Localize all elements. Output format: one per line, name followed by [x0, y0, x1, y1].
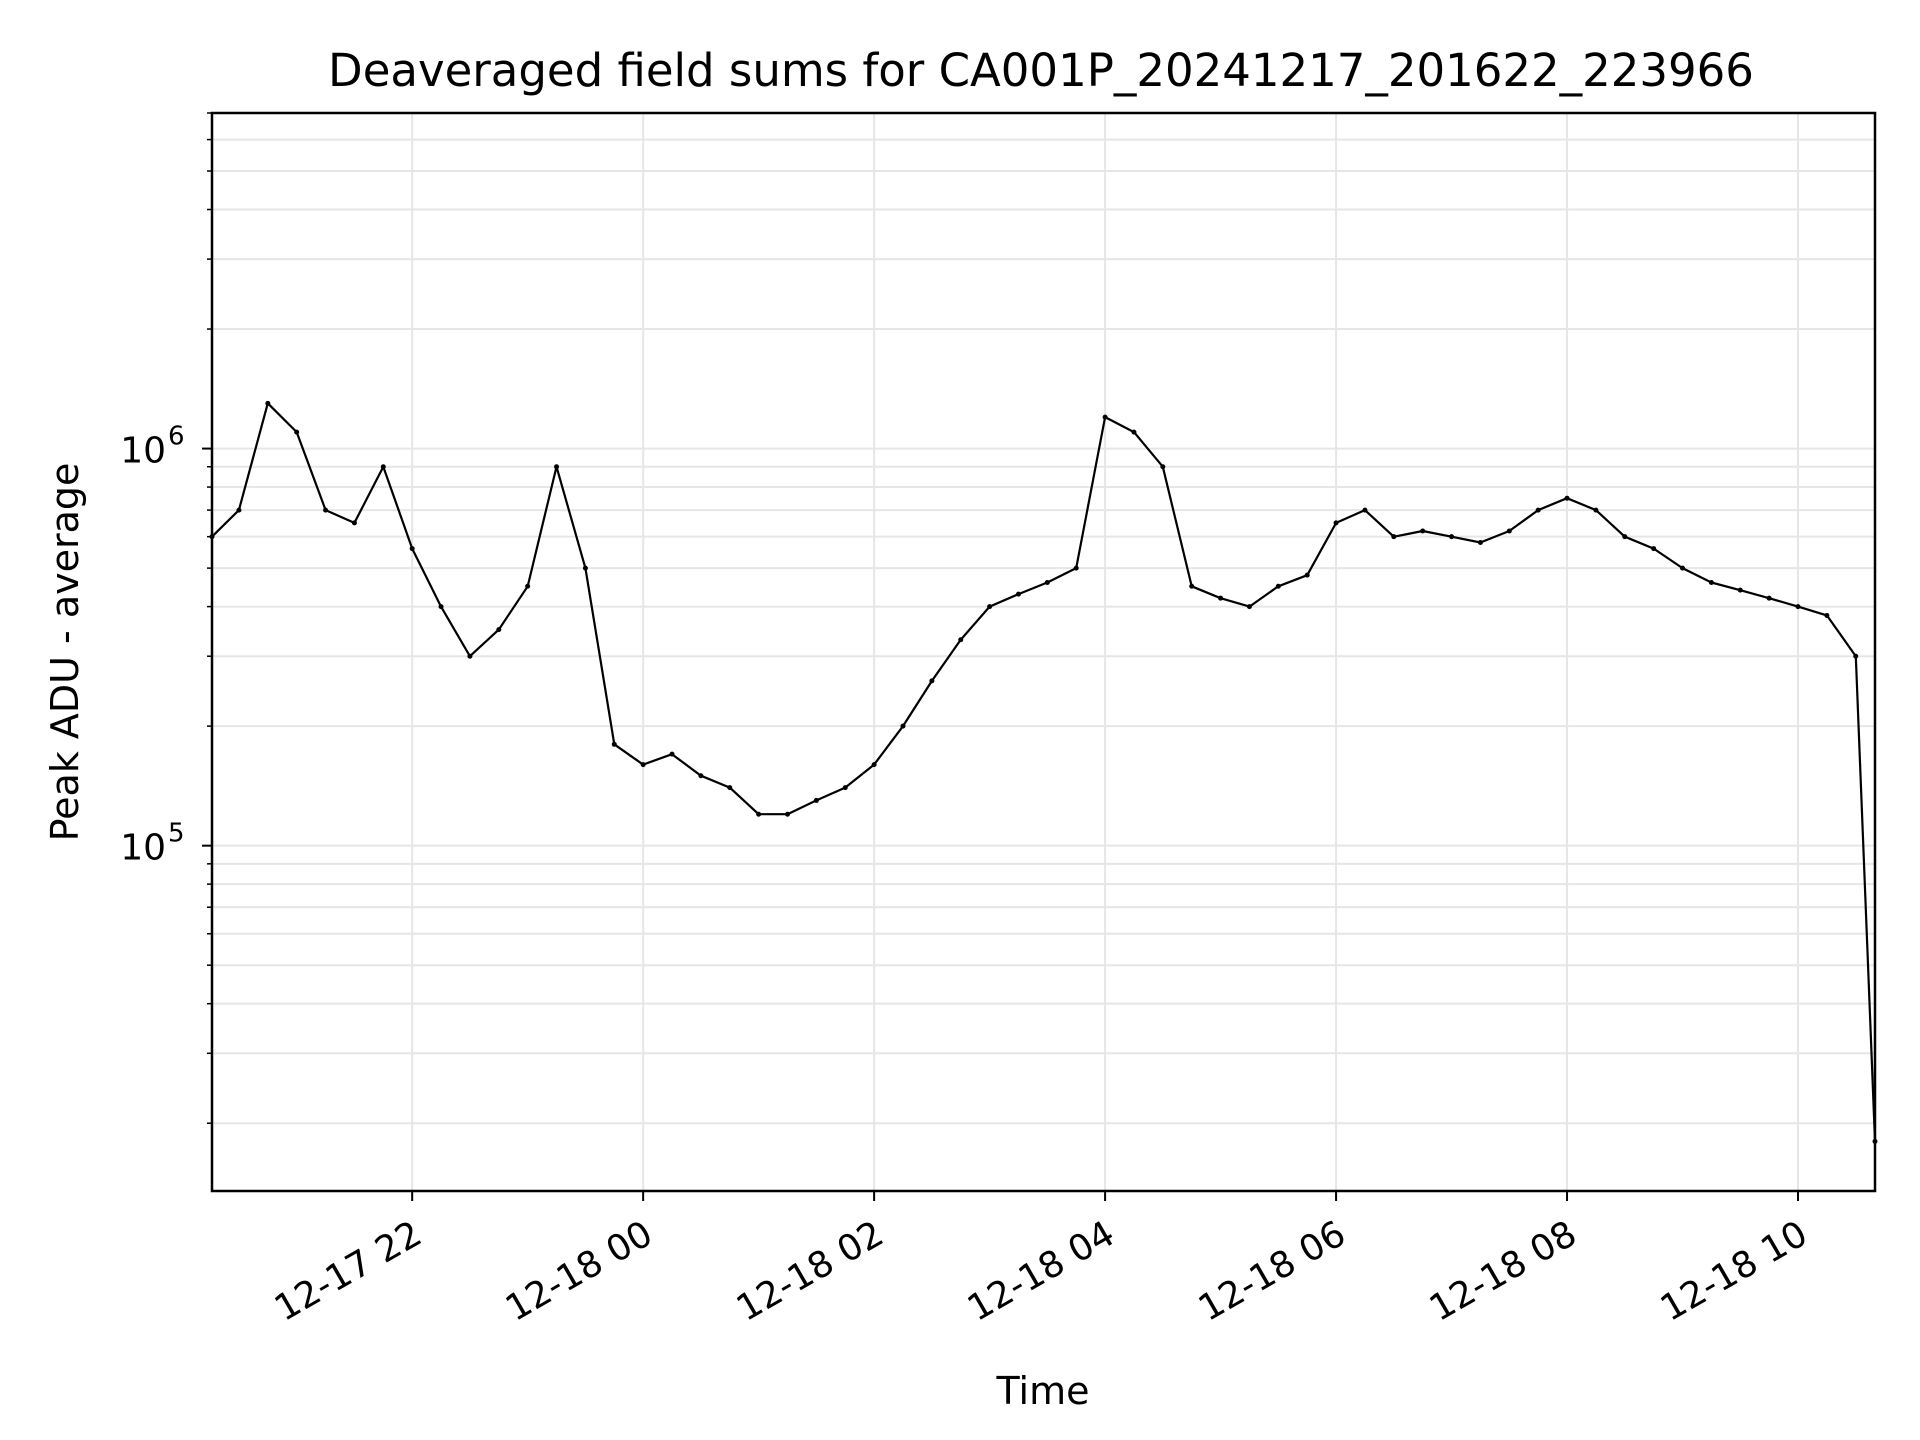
data-point: [1449, 534, 1455, 540]
x-tick-label: 12-18 02: [730, 1213, 891, 1329]
data-point: [323, 507, 329, 513]
data-point: [1506, 528, 1512, 534]
data-point: [1795, 604, 1801, 610]
data-point: [380, 464, 386, 470]
grid: [212, 112, 1875, 1191]
x-tick-label: 12-18 06: [1192, 1213, 1353, 1329]
data-point: [611, 741, 617, 747]
series-line: [211, 402, 1877, 1142]
data-point: [1593, 507, 1599, 513]
data-point: [756, 811, 762, 817]
data-point: [236, 507, 242, 513]
data-point: [785, 811, 791, 817]
data-point: [1131, 429, 1137, 435]
data-point: [842, 785, 848, 791]
data-point: [1304, 572, 1310, 578]
data-point: [1708, 579, 1714, 585]
data-point: [1275, 583, 1281, 589]
data-point: [1333, 520, 1339, 526]
data-point: [900, 723, 906, 729]
y-tick-exponent: 5: [168, 819, 185, 849]
x-tick-label: 12-18 04: [961, 1213, 1122, 1329]
data-point: [409, 546, 415, 552]
data-point: [1564, 495, 1570, 501]
data-point: [1362, 507, 1368, 513]
data-point: [929, 678, 935, 684]
data-point: [1391, 534, 1397, 540]
data-point: [496, 627, 502, 633]
data-point: [669, 751, 675, 757]
data-point: [1246, 604, 1252, 610]
x-tick-label: 12-18 08: [1423, 1213, 1584, 1329]
data-point: [525, 583, 531, 589]
data-point: [1218, 595, 1224, 601]
data-point: [1737, 587, 1743, 593]
data-point: [1766, 595, 1772, 601]
y-tick-label: 10: [120, 828, 166, 869]
x-tick-label: 12-17 22: [268, 1213, 429, 1329]
y-tick-label: 10: [120, 431, 166, 472]
data-point: [294, 429, 300, 435]
data-point: [438, 604, 444, 610]
data-point: [727, 785, 733, 791]
y-tick-exponent: 6: [168, 422, 185, 452]
data-point: [582, 565, 588, 571]
data-point: [265, 400, 271, 406]
data-point: [1044, 579, 1050, 585]
chart-title: Deaveraged field sums for CA001P_2024121…: [328, 44, 1754, 97]
data-point: [467, 653, 473, 659]
data-point: [1420, 528, 1426, 534]
plot-frame: [210, 111, 1877, 1193]
data-point: [1651, 546, 1657, 552]
data-point: [987, 604, 993, 610]
x-axis-label: Time: [996, 1369, 1090, 1413]
data-point: [1073, 565, 1079, 571]
axis-ticks: 10 510 612-17 22 12-18 00 12-18 02 12-18 04 12…: [120, 112, 1815, 1330]
data-point: [1622, 534, 1628, 540]
data-point: [958, 637, 964, 643]
data-point: [1853, 653, 1859, 659]
data-point: [554, 464, 560, 470]
data-point: [1015, 591, 1021, 597]
data-point: [1189, 583, 1195, 589]
data-point: [813, 797, 819, 803]
x-tick-label: 12-18 10: [1654, 1213, 1815, 1329]
y-axis-label: Peak ADU - average: [43, 463, 87, 842]
data-point: [640, 762, 646, 768]
data-point: [871, 762, 877, 768]
data-point: [351, 520, 357, 526]
data-layer: [209, 400, 1878, 1144]
data-point: [1477, 540, 1483, 546]
data-point: [1824, 612, 1830, 618]
data-point: [1535, 507, 1541, 513]
data-point: [1102, 414, 1108, 420]
x-tick-label: 12-18 00: [499, 1213, 660, 1329]
data-point: [1680, 565, 1686, 571]
data-point: [1160, 464, 1166, 470]
data-point: [698, 773, 704, 779]
